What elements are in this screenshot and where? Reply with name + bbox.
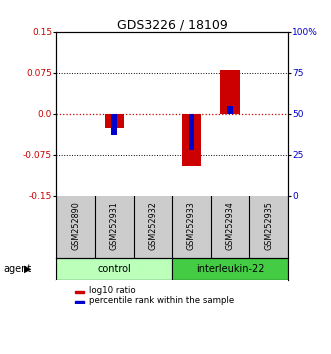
Text: GSM252890: GSM252890 <box>71 201 80 250</box>
Bar <box>220 70 240 114</box>
Text: log10 ratio: log10 ratio <box>89 286 135 295</box>
Text: GSM252932: GSM252932 <box>148 201 157 250</box>
Bar <box>105 114 124 127</box>
Text: ▶: ▶ <box>24 264 32 274</box>
Bar <box>75 291 84 293</box>
Text: interleukin-22: interleukin-22 <box>196 264 264 274</box>
Text: GSM252934: GSM252934 <box>225 201 235 250</box>
Bar <box>189 114 194 150</box>
Text: GSM252931: GSM252931 <box>110 201 119 250</box>
Bar <box>56 258 172 280</box>
Bar <box>75 301 84 303</box>
Text: GSM252935: GSM252935 <box>264 201 273 250</box>
Text: GSM252933: GSM252933 <box>187 201 196 250</box>
Text: agent: agent <box>3 264 31 274</box>
Text: percentile rank within the sample: percentile rank within the sample <box>89 296 234 305</box>
Text: control: control <box>97 264 131 274</box>
Bar <box>227 106 233 114</box>
Bar <box>182 114 201 166</box>
Bar <box>111 114 117 135</box>
Bar <box>172 258 288 280</box>
Title: GDS3226 / 18109: GDS3226 / 18109 <box>117 19 227 32</box>
